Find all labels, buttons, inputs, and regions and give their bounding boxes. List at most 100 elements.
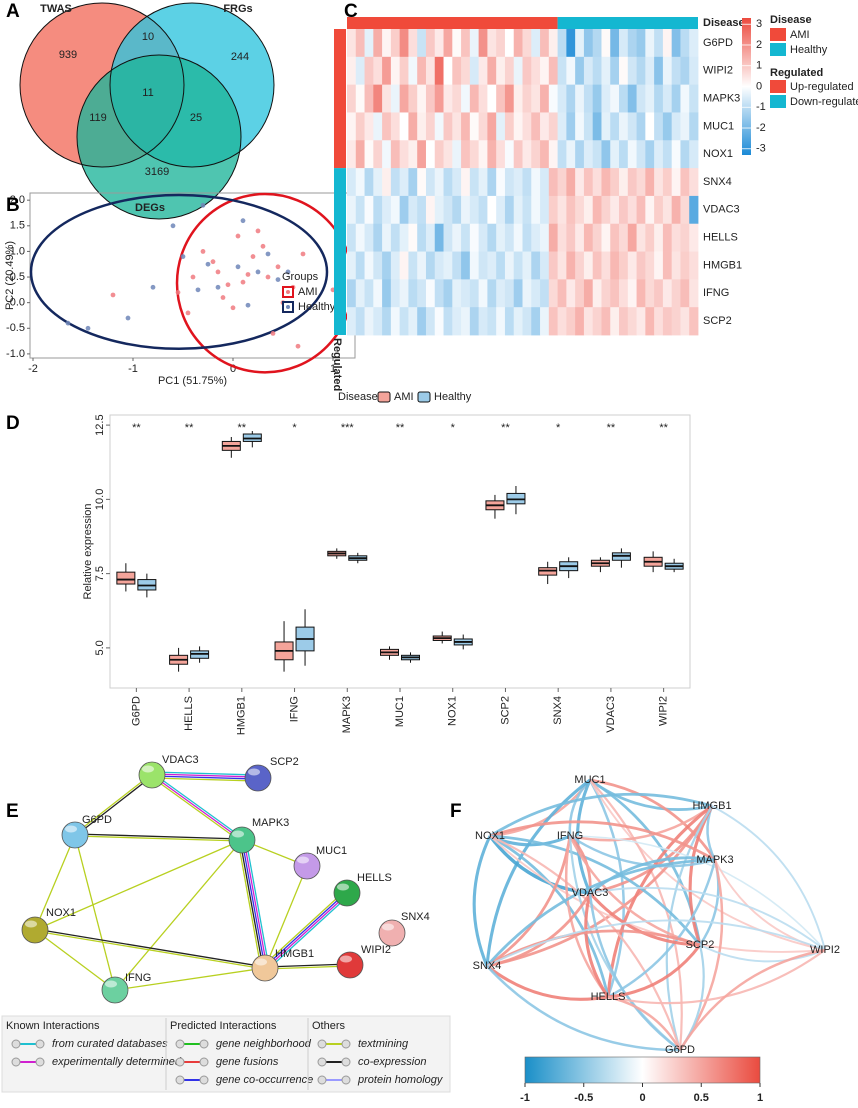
- heatmap-cell: [540, 56, 550, 86]
- heatmap-cell: [522, 251, 532, 280]
- heatmap-cell: [408, 307, 418, 336]
- legend-node: [341, 1057, 351, 1067]
- legend-group-title: Others: [312, 1020, 346, 1032]
- heatmap-cell: [575, 251, 585, 280]
- node-label: MAPK3: [252, 817, 289, 829]
- row-annotation: [334, 29, 346, 169]
- heatmap-cell: [478, 29, 488, 58]
- node-label: G6PD: [665, 1044, 695, 1056]
- heatmap-cell: [382, 168, 392, 197]
- heatmap-cell: [347, 84, 357, 113]
- heatmap-cell: [469, 56, 480, 86]
- heatmap-cell: [425, 29, 436, 58]
- heatmap-cell: [390, 251, 401, 280]
- heatmap-cell: [601, 195, 611, 225]
- heatmap-cell: [417, 168, 427, 197]
- heatmap-cell: [513, 168, 523, 197]
- heatmap-cell: [347, 112, 357, 141]
- heatmap-cell: [434, 279, 444, 308]
- heatmap-cell: [531, 84, 541, 113]
- legend-node: [317, 1075, 327, 1085]
- y-tick-label: 1.0: [10, 245, 25, 257]
- heatmap-cell: [671, 307, 681, 336]
- heatmap-cell: [443, 223, 453, 252]
- point: [190, 274, 196, 280]
- heatmap-cell: [619, 140, 629, 169]
- venn-count: 3169: [145, 166, 169, 178]
- heatmap-cell: [531, 56, 541, 86]
- heatmap-cell: [399, 112, 409, 141]
- row-label: HMGB1: [703, 259, 742, 271]
- heatmap-cell: [364, 140, 374, 169]
- panel-label: E: [6, 801, 19, 822]
- heatmap-cell: [662, 112, 673, 141]
- heatmap-cell: [452, 29, 462, 58]
- correlation-edge: [486, 965, 681, 1052]
- heatmap-cell: [540, 29, 550, 58]
- heatmap-cell: [355, 307, 365, 336]
- heatmap-cell: [461, 195, 471, 225]
- venn-set: [77, 55, 241, 219]
- heatmap-cell: [390, 223, 401, 252]
- heatmap-cell: [540, 251, 550, 280]
- heatmap-cell: [373, 307, 383, 336]
- heatmap-cell: [399, 307, 409, 336]
- heatmap-cell: [478, 112, 488, 141]
- heatmap-cell: [373, 112, 383, 141]
- heatmap-cell: [671, 195, 681, 225]
- heatmap-cell: [671, 251, 681, 280]
- heatmap-cell: [636, 168, 646, 197]
- point: [175, 290, 181, 295]
- heatmap-cell: [645, 279, 655, 308]
- correlation-edge: [678, 948, 826, 1051]
- heatmap-cell: [434, 29, 444, 58]
- heatmap-cell: [662, 168, 673, 197]
- node-label: MAPK3: [696, 854, 733, 866]
- heatmap-cell: [513, 56, 523, 86]
- heatmap-cell: [443, 195, 453, 225]
- heatmap-cell: [355, 251, 365, 280]
- significance-label: *: [556, 422, 561, 434]
- heatmap-cell: [425, 84, 436, 113]
- heatmap-cell: [408, 29, 418, 58]
- x-tick-label: -1: [128, 363, 138, 375]
- significance-label: **: [132, 422, 141, 434]
- heatmap-cell: [382, 307, 392, 336]
- edge: [74, 834, 116, 991]
- heatmap-cell: [619, 168, 629, 197]
- heatmap-cell: [566, 168, 576, 197]
- heatmap-cell: [390, 84, 401, 113]
- edge: [73, 773, 152, 835]
- heatmap-cell: [601, 56, 611, 86]
- node-highlight: [232, 830, 244, 838]
- heatmap-cell: [636, 140, 646, 169]
- heatmap-cell: [610, 112, 620, 141]
- heatmap-cell: [487, 56, 497, 86]
- heatmap-cell: [434, 168, 444, 197]
- heatmap-cell: [434, 307, 444, 336]
- heatmap-cell: [557, 140, 567, 169]
- heatmap-cell: [592, 251, 602, 280]
- edge: [75, 775, 154, 837]
- heatmap-cell: [566, 307, 576, 336]
- heatmap-cell: [610, 279, 620, 308]
- heatmap-cell: [671, 140, 681, 169]
- heatmap-cell: [680, 279, 690, 308]
- heatmap-cell: [575, 84, 585, 113]
- heatmap-cell: [540, 168, 550, 197]
- heatmap-cell: [645, 168, 655, 197]
- point: [235, 233, 241, 239]
- legend-label: gene neighborhood: [216, 1038, 312, 1050]
- edge: [114, 967, 266, 991]
- legend-label: AMI: [298, 286, 318, 298]
- heatmap-cell: [390, 307, 401, 336]
- heatmap-cell: [662, 56, 673, 86]
- heatmap-cell: [583, 84, 594, 113]
- legend-title: Disease: [770, 14, 812, 26]
- legend-node: [11, 1057, 21, 1067]
- point: [170, 223, 176, 229]
- heatmap-cell: [390, 279, 401, 308]
- heatmap-cell: [452, 223, 462, 252]
- node: [228, 826, 256, 854]
- heatmap-cell: [540, 223, 550, 252]
